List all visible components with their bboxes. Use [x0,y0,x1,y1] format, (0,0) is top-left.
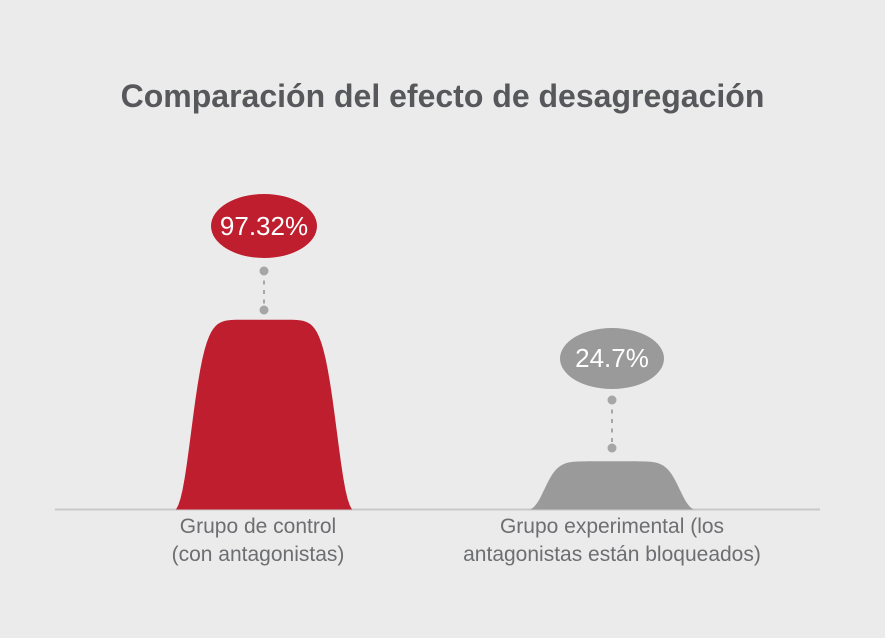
experimental-group-label: Grupo experimental (los antagonistas est… [432,513,792,569]
chart-title: Comparación del efecto de desagregación [120,78,765,114]
control-value-bubble: 97.32% [211,194,317,258]
control-value-label: 97.32% [219,210,309,241]
experimental-group-label-line2: antagonistas están bloqueados) [463,543,761,566]
control-group-label: Grupo de control (con antagonistas) [108,513,408,569]
experimental-value-bubble: 24.7% [560,328,664,389]
control-group-label-line1: Grupo de control [179,515,337,538]
control-group-label-line2: (con antagonistas) [171,543,345,566]
experimental-group-label-line1: Grupo experimental (los [499,515,725,538]
experimental-value-label: 24.7% [575,343,649,373]
